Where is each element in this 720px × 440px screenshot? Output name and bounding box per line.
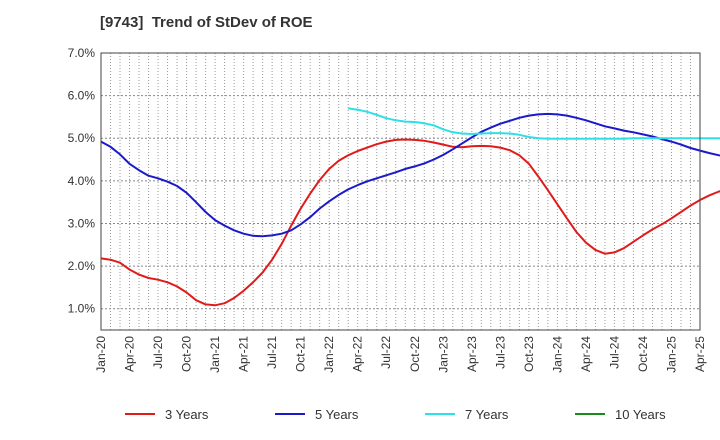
x-tick-label: Jan-23 (436, 336, 450, 373)
grid-lines (100, 52, 701, 330)
x-tick-label: Jul-21 (265, 336, 279, 369)
x-axis-ticks: Jan-20 Apr-20 Jul-20 Oct-20 Jan-21 Apr-21 Jul-… (94, 336, 707, 373)
y-tick-label: 3.0% (68, 216, 96, 230)
x-tick-label: Apr-23 (465, 336, 479, 372)
x-tick-label: Oct-24 (636, 336, 650, 372)
legend-label: 7 Years (465, 407, 509, 422)
series-line-5-years (100, 112, 720, 238)
legend-label: 3 Years (165, 407, 209, 422)
y-tick-label: 7.0% (68, 46, 96, 60)
x-tick-label: Jan-22 (322, 336, 336, 373)
x-tick-label: Jan-24 (550, 336, 564, 373)
y-tick-label: 1.0% (68, 302, 96, 316)
x-tick-label: Oct-21 (294, 336, 308, 372)
x-tick-label: Apr-25 (693, 336, 707, 372)
x-tick-label: Apr-21 (237, 336, 251, 372)
x-tick-label: Oct-23 (522, 336, 536, 372)
legend: 3 Years 5 Years 7 Years 10 Years (125, 407, 666, 422)
legend-label: 10 Years (615, 407, 666, 422)
plot-area-border (100, 52, 701, 331)
series-lines (100, 107, 720, 307)
series-line-7-years (348, 107, 720, 140)
y-tick-label: 5.0% (68, 131, 96, 145)
chart-title: [9743] Trend of StDev of ROE (100, 14, 313, 31)
x-tick-label: Jul-20 (151, 336, 165, 369)
series-line-3-years (100, 138, 720, 307)
y-tick-label: 6.0% (68, 89, 96, 103)
x-tick-label: Jul-23 (493, 336, 507, 369)
x-tick-label: Oct-20 (180, 336, 194, 372)
x-tick-label: Jan-25 (664, 336, 678, 373)
x-tick-label: Apr-24 (579, 336, 593, 372)
x-tick-label: Apr-22 (351, 336, 365, 372)
y-tick-label: 2.0% (68, 259, 96, 273)
x-tick-label: Apr-20 (123, 336, 137, 372)
y-tick-label: 4.0% (68, 174, 96, 188)
legend-label: 5 Years (315, 407, 359, 422)
y-axis-ticks: 1.0% 2.0% 3.0% 4.0% 5.0% 6.0% 7.0% (68, 46, 96, 316)
x-tick-label: Jul-22 (379, 336, 393, 369)
x-tick-label: Jul-24 (607, 336, 621, 369)
x-tick-label: Jan-21 (208, 336, 222, 373)
x-tick-label: Oct-22 (408, 336, 422, 372)
x-tick-label: Jan-20 (94, 336, 108, 373)
